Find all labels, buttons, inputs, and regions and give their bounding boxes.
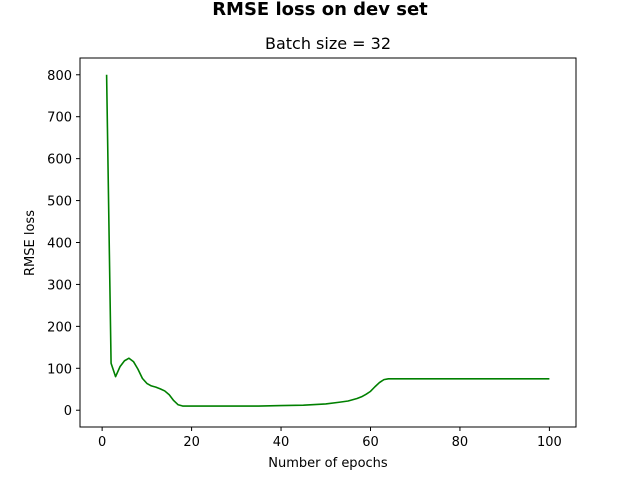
- y-tick-label: 500: [47, 195, 72, 210]
- series-line-0: [105, 74, 550, 407]
- y-tick-label: 400: [47, 237, 72, 252]
- series-layer: [105, 74, 550, 407]
- y-tick-label: 600: [47, 153, 72, 168]
- x-axis-label: Number of epochs: [268, 456, 388, 471]
- y-axis-label: RMSE loss: [23, 210, 38, 276]
- x-tick-label: 60: [362, 435, 379, 450]
- y-tick-label: 0: [64, 404, 72, 419]
- x-tick-label: 20: [183, 435, 200, 450]
- y-tick-label: 700: [47, 111, 72, 126]
- x-tick-label: 100: [537, 435, 562, 450]
- x-axis-ticks: 0 20 40 60 80 100: [98, 427, 562, 450]
- x-tick-label: 80: [452, 435, 469, 450]
- figure-suptitle: RMSE loss on dev set: [212, 0, 428, 20]
- y-tick-label: 200: [47, 320, 72, 335]
- y-tick-label: 800: [47, 69, 72, 84]
- y-axis-ticks: 0 100 200 300 400 500 600 700 800: [47, 69, 80, 419]
- axes-frame: [79, 57, 577, 428]
- x-tick-label: 0: [98, 435, 106, 450]
- y-tick-label: 300: [47, 278, 72, 293]
- y-tick-label: 100: [47, 362, 72, 377]
- x-tick-label: 40: [273, 435, 290, 450]
- chart-title: Batch size = 32: [265, 34, 391, 53]
